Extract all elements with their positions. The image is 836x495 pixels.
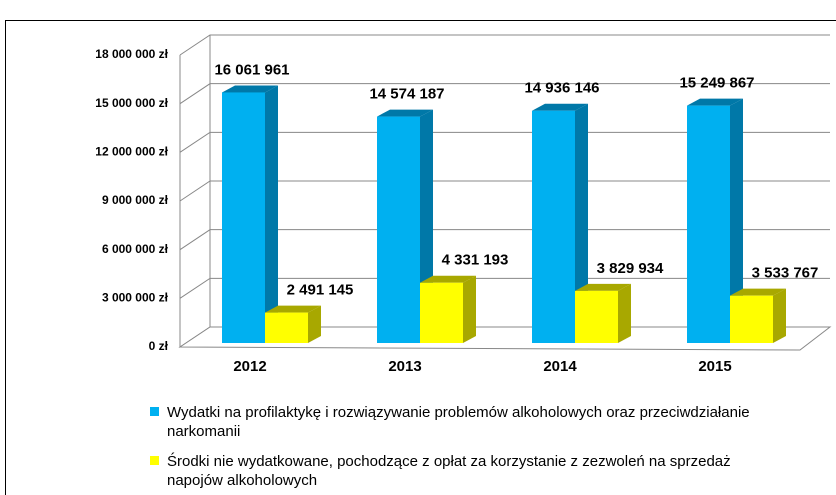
bar-side [773,288,786,343]
chart-frame [5,20,836,495]
bar [575,290,618,343]
bar-top [730,288,786,296]
data-label: 15 249 867 [679,75,754,92]
grid-line [179,229,830,251]
bar [222,92,265,343]
y-tick-label: 6 000 000 zł [102,242,169,256]
bar-top [377,109,433,117]
bar-top [265,305,321,313]
grid-line [179,34,830,56]
bar [730,295,773,343]
bar-top [687,98,743,106]
bar-side [265,85,278,343]
grid-line [179,277,830,299]
data-label: 14 574 187 [369,86,444,103]
y-tick-label: 3 000 000 zł [102,291,169,305]
y-tick-label: 9 000 000 zł [102,193,169,207]
bar-side [575,103,588,344]
bar-side [618,283,631,343]
data-label: 3 829 934 [597,260,664,277]
grid-line [179,83,830,105]
legend-swatch [150,407,159,416]
bar-top [532,103,588,111]
legend-item: Środki nie wydatkowane, pochodzące z opł… [150,452,790,490]
bar-side [730,98,743,343]
bar [420,282,463,343]
floor [178,326,832,351]
legend-label: Wydatki na profilaktykę i rozwiązywanie … [167,404,750,440]
bar-top [420,275,476,283]
bar [687,105,730,343]
legend-label: Środki nie wydatkowane, pochodzące z opł… [167,453,731,489]
bar [265,312,308,343]
data-label: 16 061 961 [214,61,289,78]
data-label: 3 533 767 [752,265,819,282]
bar-top [222,85,278,93]
bar-side [463,275,476,343]
y-tick-label: 12 000 000 zł [95,145,168,159]
x-tick-label: 2012 [233,358,266,375]
bar-side [308,305,321,343]
grid-line [179,131,830,153]
y-tick-label: 0 zł [149,339,169,353]
x-tick-label: 2014 [543,358,577,375]
data-label: 2 491 145 [287,282,354,299]
legend-item: Wydatki na profilaktykę i rozwiązywanie … [150,403,790,441]
data-label: 4 331 193 [442,252,509,269]
bar [532,110,575,344]
grid-line [179,180,830,202]
legend-swatch [150,456,159,465]
x-tick-label: 2015 [698,358,731,375]
y-tick-label: 18 000 000 zł [95,47,168,61]
bar-top [575,283,631,291]
y-tick-label: 15 000 000 zł [95,96,168,110]
data-label: 14 936 146 [524,80,599,97]
bar [377,116,420,343]
x-tick-label: 2013 [388,358,421,375]
